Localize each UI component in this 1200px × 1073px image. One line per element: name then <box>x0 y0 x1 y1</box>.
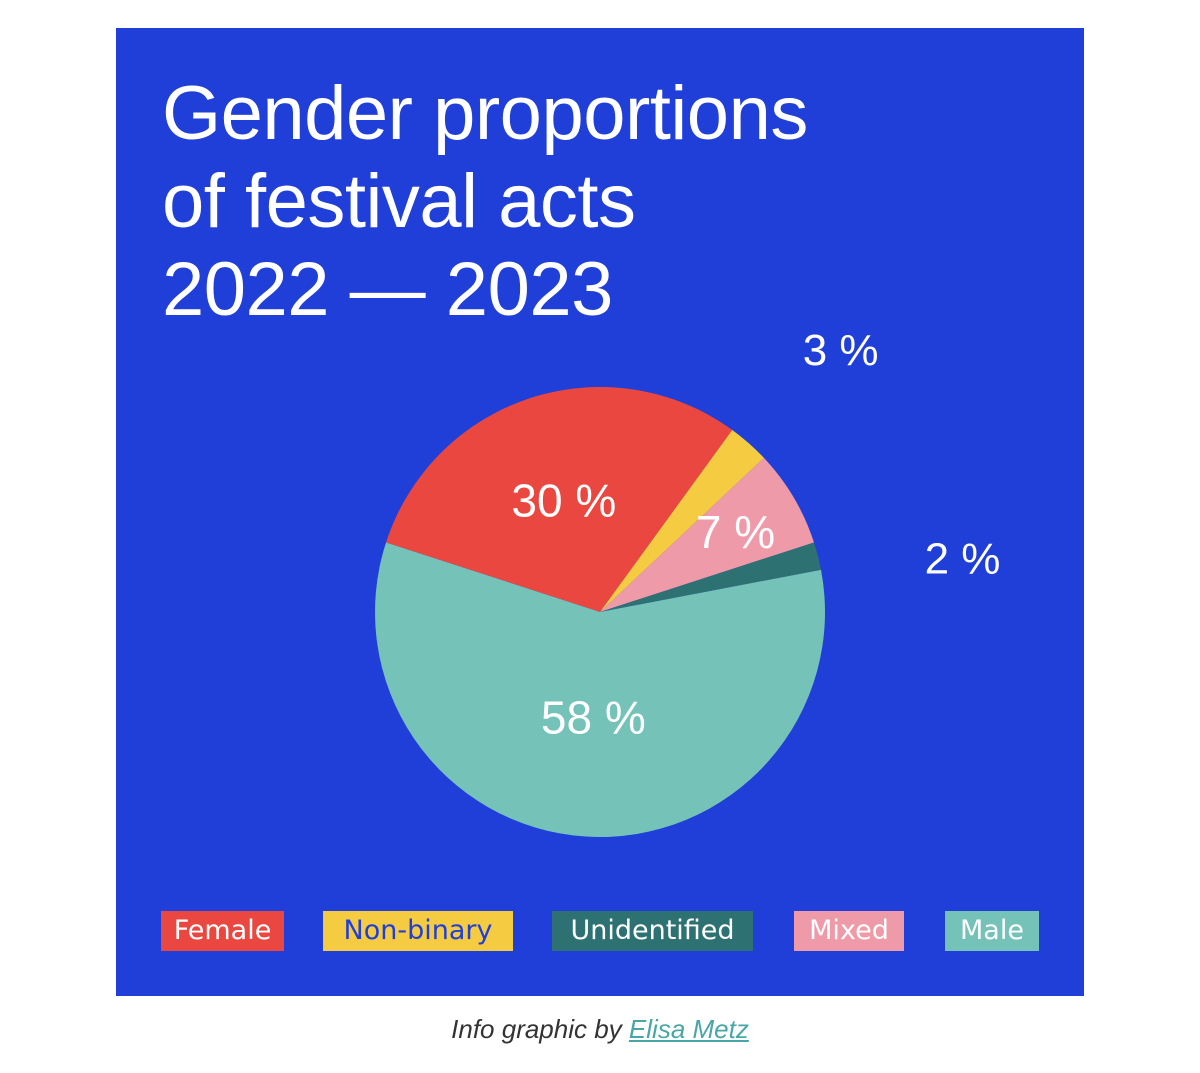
pie-slices <box>375 387 826 837</box>
caption-prefix: Info graphic by <box>451 1014 629 1044</box>
chart-title-line-2: of festival acts <box>162 159 636 244</box>
chart-title: Gender proportions of festival acts 2022… <box>162 70 808 334</box>
data-label-non-binary: 3 % <box>803 326 879 375</box>
data-label-male: 58 % <box>541 692 646 744</box>
pie-data-labels: 30 % 3 % 7 % 2 % 58 % <box>511 326 1000 744</box>
data-label-unidentified: 2 % <box>925 535 1001 584</box>
legend-item-unidentified: Unidentified <box>552 911 753 951</box>
pie-slice-mixed <box>600 457 814 612</box>
legend-item-non-binary: Non-binary <box>323 911 513 951</box>
caption: Info graphic by Elisa Metz <box>0 1014 1200 1045</box>
legend-item-mixed: Mixed <box>794 911 904 951</box>
author-link[interactable]: Elisa Metz <box>628 1014 749 1044</box>
pie-slice-non-binary <box>600 429 765 612</box>
pie-slice-male <box>375 542 826 837</box>
pie-slice-unidentified <box>600 542 822 612</box>
data-label-female: 30 % <box>511 475 616 527</box>
pie-slice-female <box>386 387 733 612</box>
legend-item-female: Female <box>161 911 284 951</box>
legend-item-male: Male <box>945 911 1039 951</box>
chart-title-line-3: 2022 — 2023 <box>162 247 613 332</box>
data-label-mixed: 7 % <box>696 506 775 558</box>
chart-title-line-1: Gender proportions <box>162 71 808 156</box>
